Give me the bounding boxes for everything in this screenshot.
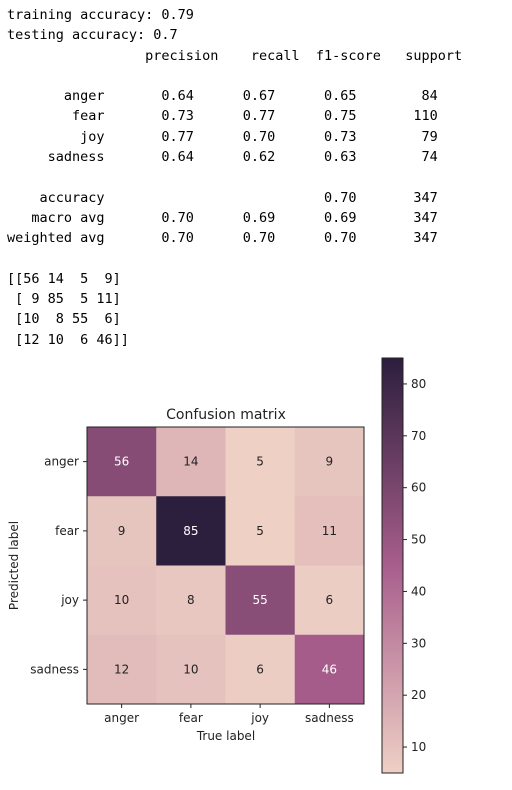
heatmap-cell: [294, 427, 365, 497]
y-tick-label: joy: [60, 593, 79, 607]
cell-value-label: 85: [183, 524, 198, 538]
cell-value-label: 6: [256, 662, 264, 676]
report-line: [7, 249, 462, 269]
x-tick-label: joy: [250, 711, 269, 725]
heatmap-cell: [156, 634, 226, 705]
report-line: [12 10 6 46]]: [7, 331, 129, 348]
cell-value-label: 12: [114, 662, 129, 676]
cell-value-label: 55: [252, 593, 267, 607]
report-line: anger 0.64 0.67 0.65 84: [7, 88, 438, 105]
x-axis-label: True label: [196, 729, 255, 743]
colorbar-tick-label: 10: [411, 740, 426, 754]
cell-value-label: 9: [326, 455, 334, 469]
colorbar-tick-label: 50: [411, 533, 426, 547]
heatmap-cell: [156, 427, 226, 497]
report-line: fear 0.73 0.77 0.75 110: [7, 108, 438, 125]
y-axis-label: Predicted label: [7, 521, 21, 610]
cell-value-label: 5: [256, 455, 264, 469]
heatmap-cell: [87, 496, 157, 566]
y-tick-label: fear: [55, 524, 79, 538]
heatmap-cell: [225, 427, 296, 497]
cell-value-label: 56: [114, 455, 129, 469]
x-tick-label: anger: [104, 711, 139, 725]
colorbar: [381, 357, 404, 774]
report-line: macro avg 0.70 0.69 0.69 347: [7, 209, 438, 226]
cell-value-label: 9: [118, 524, 126, 538]
colorbar-tick-label: 40: [411, 584, 426, 598]
report-line: testing accuracy: 0.7: [7, 27, 178, 44]
colorbar-tick-label: 80: [411, 377, 426, 391]
classification-report: training accuracy: 0.79 testing accuracy:…: [7, 5, 462, 350]
report-line: [7, 167, 462, 187]
report-line: training accuracy: 0.79: [7, 7, 194, 23]
cell-value-label: 6: [326, 593, 334, 607]
x-tick-label: sadness: [305, 711, 354, 725]
heatmap-cell: [156, 565, 226, 636]
report-line: [7, 66, 462, 86]
heatmap-cell: [87, 634, 157, 705]
report-line: [10 8 55 6]: [7, 311, 121, 328]
cell-value-label: 10: [183, 662, 198, 676]
cell-value-label: 8: [187, 593, 195, 607]
colorbar-tick-label: 20: [411, 688, 426, 702]
heatmap-cell: [156, 496, 226, 566]
cell-value-label: 14: [183, 455, 198, 469]
heatmap-cell: [225, 565, 296, 636]
heatmap-cell: [294, 634, 365, 705]
cell-value-label: 46: [322, 662, 337, 676]
report-line: [[56 14 5 9]: [7, 270, 121, 287]
report-line: weighted avg 0.70 0.70 0.70 347: [7, 230, 438, 247]
colorbar-tick-label: 70: [411, 429, 426, 443]
x-tick-label: fear: [179, 711, 203, 725]
report-line: [ 9 85 5 11]: [7, 291, 121, 308]
heatmap-cell: [294, 565, 365, 636]
report-line: accuracy 0.70 347: [7, 189, 438, 206]
colorbar-tick-label: 60: [411, 481, 426, 495]
heatmap-cell: [225, 496, 296, 566]
report-line: precision recall f1-score support: [7, 47, 463, 64]
y-tick-label: sadness: [30, 662, 79, 676]
report-line: joy 0.77 0.70 0.73 79: [7, 128, 438, 145]
heatmap-cell: [87, 565, 157, 636]
cell-value-label: 5: [256, 524, 264, 538]
cell-value-label: 11: [322, 524, 337, 538]
cell-value-label: 10: [114, 593, 129, 607]
colorbar-tick-label: 30: [411, 636, 426, 650]
y-tick-label: anger: [44, 455, 79, 469]
heatmap-frame: [86, 426, 365, 705]
heatmap-cell: [87, 427, 157, 497]
heatmap-cell: [225, 634, 296, 705]
heatmap-cell: [294, 496, 365, 566]
report-line: sadness 0.64 0.62 0.63 74: [7, 149, 438, 166]
chart-title: Confusion matrix: [166, 407, 286, 423]
